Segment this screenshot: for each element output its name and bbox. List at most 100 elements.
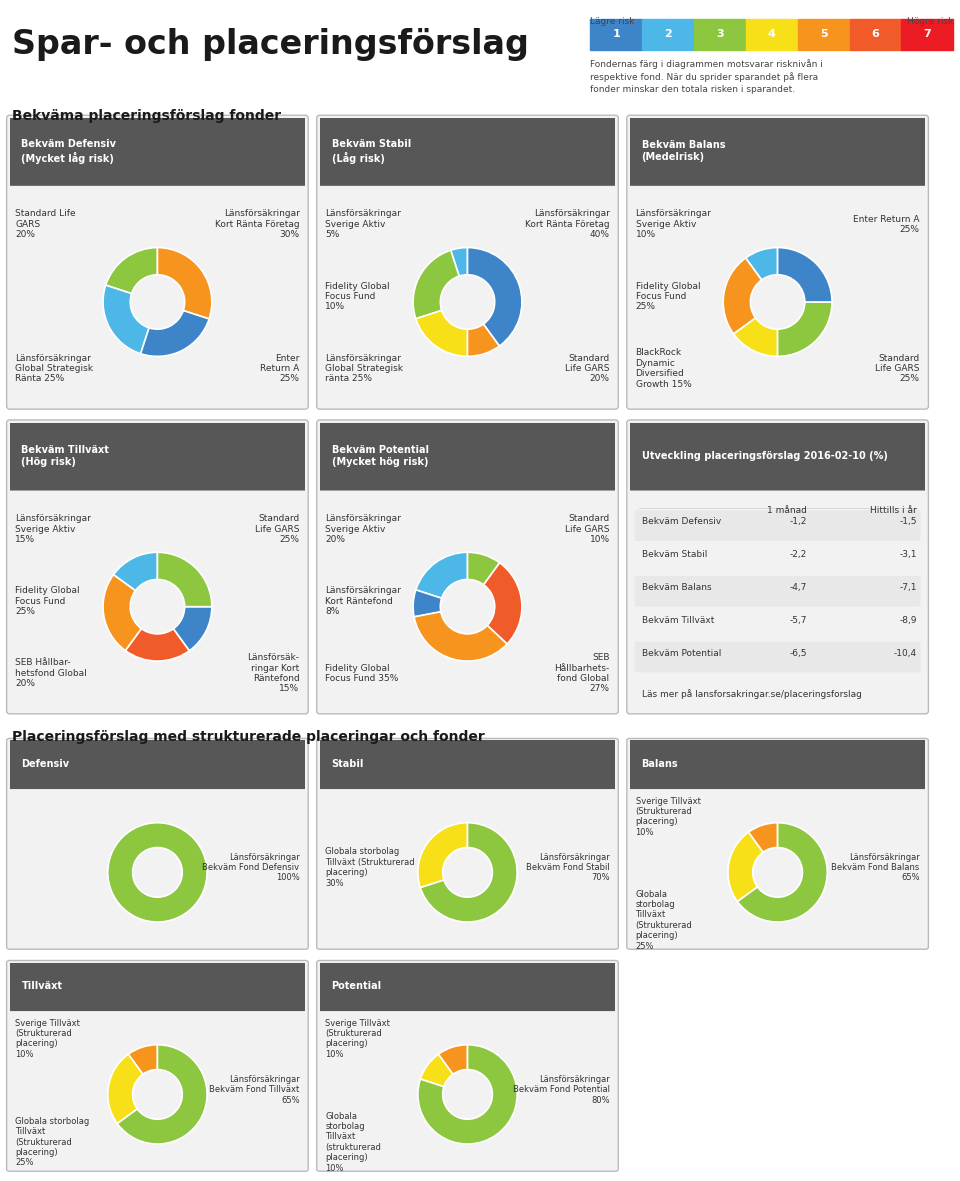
Text: Bekväm Balans
(Medelrisk): Bekväm Balans (Medelrisk)	[641, 141, 725, 163]
Text: Högre risk: Högre risk	[907, 17, 953, 26]
Wedge shape	[728, 833, 763, 901]
Text: Bekväm Tillväxt
(Hög risk): Bekväm Tillväxt (Hög risk)	[21, 445, 109, 468]
FancyBboxPatch shape	[7, 738, 308, 950]
Wedge shape	[157, 553, 212, 607]
Text: Standard
Life GARS
25%: Standard Life GARS 25%	[255, 514, 300, 544]
Wedge shape	[157, 248, 212, 319]
Text: 3: 3	[716, 30, 724, 39]
Text: Länsförsäkringar
Kort Ränta Företag
40%: Länsförsäkringar Kort Ränta Företag 40%	[525, 209, 610, 240]
Wedge shape	[418, 823, 468, 888]
FancyBboxPatch shape	[317, 960, 618, 1172]
Wedge shape	[418, 1045, 517, 1144]
FancyBboxPatch shape	[628, 739, 927, 789]
Text: Länsförsäkringar
Bekväm Fond Tillväxt
65%: Länsförsäkringar Bekväm Fond Tillväxt 65…	[209, 1075, 300, 1104]
Text: Standard
Life GARS
20%: Standard Life GARS 20%	[565, 353, 610, 384]
Wedge shape	[468, 324, 499, 357]
Wedge shape	[103, 285, 149, 354]
Text: SEB
Hållbarhets-
fond Global
27%: SEB Hållbarhets- fond Global 27%	[554, 653, 610, 693]
Text: 6: 6	[872, 30, 879, 39]
FancyBboxPatch shape	[635, 609, 921, 639]
Text: Fidelity Global
Focus Fund
10%: Fidelity Global Focus Fund 10%	[325, 281, 390, 312]
Text: Sverige Tillväxt
(Strukturerad
placering)
10%: Sverige Tillväxt (Strukturerad placering…	[15, 1018, 81, 1059]
Text: 7: 7	[924, 30, 931, 39]
Text: 1 månad: 1 månad	[767, 507, 807, 515]
FancyBboxPatch shape	[628, 117, 927, 185]
Text: Länsförsäk-
ringar Kort
Räntefond
15%: Länsförsäk- ringar Kort Räntefond 15%	[248, 653, 300, 693]
Wedge shape	[413, 250, 459, 319]
FancyBboxPatch shape	[8, 117, 307, 185]
Text: Fidelity Global
Focus Fund
25%: Fidelity Global Focus Fund 25%	[15, 586, 80, 616]
Text: Bekväma placeringsförslag fonder: Bekväma placeringsförslag fonder	[12, 109, 280, 123]
Text: Länsförsäkringar
Bekväm Fond Potential
80%: Länsförsäkringar Bekväm Fond Potential 8…	[513, 1075, 610, 1104]
Text: Länsförsäkringar
Bekväm Fond Defensiv
100%: Länsförsäkringar Bekväm Fond Defensiv 10…	[203, 853, 300, 882]
Wedge shape	[778, 302, 832, 357]
Text: -5,7: -5,7	[790, 616, 807, 625]
Wedge shape	[113, 553, 157, 590]
Wedge shape	[746, 248, 778, 280]
Text: Länsförsäkringar
Sverige Aktiv
15%: Länsförsäkringar Sverige Aktiv 15%	[15, 514, 91, 544]
Wedge shape	[108, 1055, 143, 1123]
Wedge shape	[416, 311, 468, 357]
Text: 2: 2	[664, 30, 672, 39]
Text: Standard Life
GARS
20%: Standard Life GARS 20%	[15, 209, 76, 240]
FancyBboxPatch shape	[318, 739, 617, 789]
Text: -2,2: -2,2	[790, 550, 807, 560]
Text: Bekväm Potential: Bekväm Potential	[641, 648, 721, 658]
Wedge shape	[106, 248, 157, 294]
FancyBboxPatch shape	[627, 738, 928, 950]
Text: Utveckling placeringsförslag 2016-02-10 (%): Utveckling placeringsförslag 2016-02-10 …	[641, 451, 887, 461]
Wedge shape	[108, 823, 207, 922]
Text: Länsförsäkringar
Sverige Aktiv
5%: Länsförsäkringar Sverige Aktiv 5%	[325, 209, 401, 240]
Wedge shape	[723, 257, 761, 334]
Text: Bekväm Stabil: Bekväm Stabil	[641, 550, 707, 560]
Text: Länsförsäkringar
Global Strategisk
ränta 25%: Länsförsäkringar Global Strategisk ränta…	[325, 353, 403, 384]
Text: Bekväm Stabil
(Låg risk): Bekväm Stabil (Låg risk)	[331, 138, 411, 164]
Wedge shape	[450, 248, 468, 276]
Text: Enter
Return A
25%: Enter Return A 25%	[260, 353, 300, 384]
FancyBboxPatch shape	[7, 960, 308, 1172]
FancyBboxPatch shape	[317, 420, 618, 713]
FancyBboxPatch shape	[635, 510, 921, 541]
Wedge shape	[778, 248, 832, 302]
FancyBboxPatch shape	[317, 738, 618, 950]
Text: Länsförsäkringar
Kort Ränta Företag
30%: Länsförsäkringar Kort Ränta Företag 30%	[215, 209, 300, 240]
Text: Placeringsförslag med strukturerade placeringar och fonder: Placeringsförslag med strukturerade plac…	[12, 730, 484, 744]
Text: -7,1: -7,1	[900, 583, 917, 592]
Text: Läs mer på lansforsakringar.se/placeringsforslag: Läs mer på lansforsakringar.se/placering…	[641, 690, 861, 699]
Text: Standard
Life GARS
25%: Standard Life GARS 25%	[876, 353, 920, 384]
FancyBboxPatch shape	[635, 641, 921, 672]
FancyBboxPatch shape	[318, 117, 617, 185]
Text: Defensiv: Defensiv	[21, 759, 69, 769]
Wedge shape	[414, 612, 507, 661]
Text: Stabil: Stabil	[331, 759, 364, 769]
Text: Globala storbolag
Tillväxt (Strukturerad
placering)
30%: Globala storbolag Tillväxt (Strukturerad…	[325, 848, 415, 888]
Wedge shape	[439, 1045, 468, 1075]
FancyBboxPatch shape	[627, 420, 928, 713]
Wedge shape	[484, 562, 522, 644]
FancyBboxPatch shape	[8, 422, 307, 490]
Wedge shape	[117, 1045, 207, 1144]
Text: -8,9: -8,9	[900, 616, 917, 625]
Text: Bekväm Defensiv: Bekväm Defensiv	[641, 517, 721, 527]
Text: Fidelity Global
Focus Fund 35%: Fidelity Global Focus Fund 35%	[325, 664, 398, 683]
FancyBboxPatch shape	[317, 116, 618, 409]
FancyBboxPatch shape	[635, 576, 921, 607]
Text: Standard
Life GARS
10%: Standard Life GARS 10%	[565, 514, 610, 544]
Wedge shape	[413, 589, 442, 616]
Text: -4,7: -4,7	[790, 583, 807, 592]
Wedge shape	[468, 248, 522, 346]
Text: Spar- och placeringsförslag: Spar- och placeringsförslag	[12, 28, 528, 61]
FancyBboxPatch shape	[627, 116, 928, 409]
FancyBboxPatch shape	[7, 116, 308, 409]
Text: Globala
storbolag
Tillväxt
(strukturerad
placering)
10%: Globala storbolag Tillväxt (strukturerad…	[325, 1111, 381, 1173]
Text: Länsförsäkringar
Bekväm Fond Stabil
70%: Länsförsäkringar Bekväm Fond Stabil 70%	[526, 853, 610, 882]
Text: Lägre risk: Lägre risk	[590, 17, 635, 26]
Wedge shape	[129, 1045, 157, 1075]
Text: Fidelity Global
Focus Fund
25%: Fidelity Global Focus Fund 25%	[636, 281, 700, 312]
Text: Sverige Tillväxt
(Strukturerad
placering)
10%: Sverige Tillväxt (Strukturerad placering…	[636, 796, 701, 837]
FancyBboxPatch shape	[8, 739, 307, 789]
FancyBboxPatch shape	[7, 420, 308, 713]
Wedge shape	[416, 553, 468, 599]
Text: 5: 5	[820, 30, 828, 39]
FancyBboxPatch shape	[8, 961, 307, 1011]
